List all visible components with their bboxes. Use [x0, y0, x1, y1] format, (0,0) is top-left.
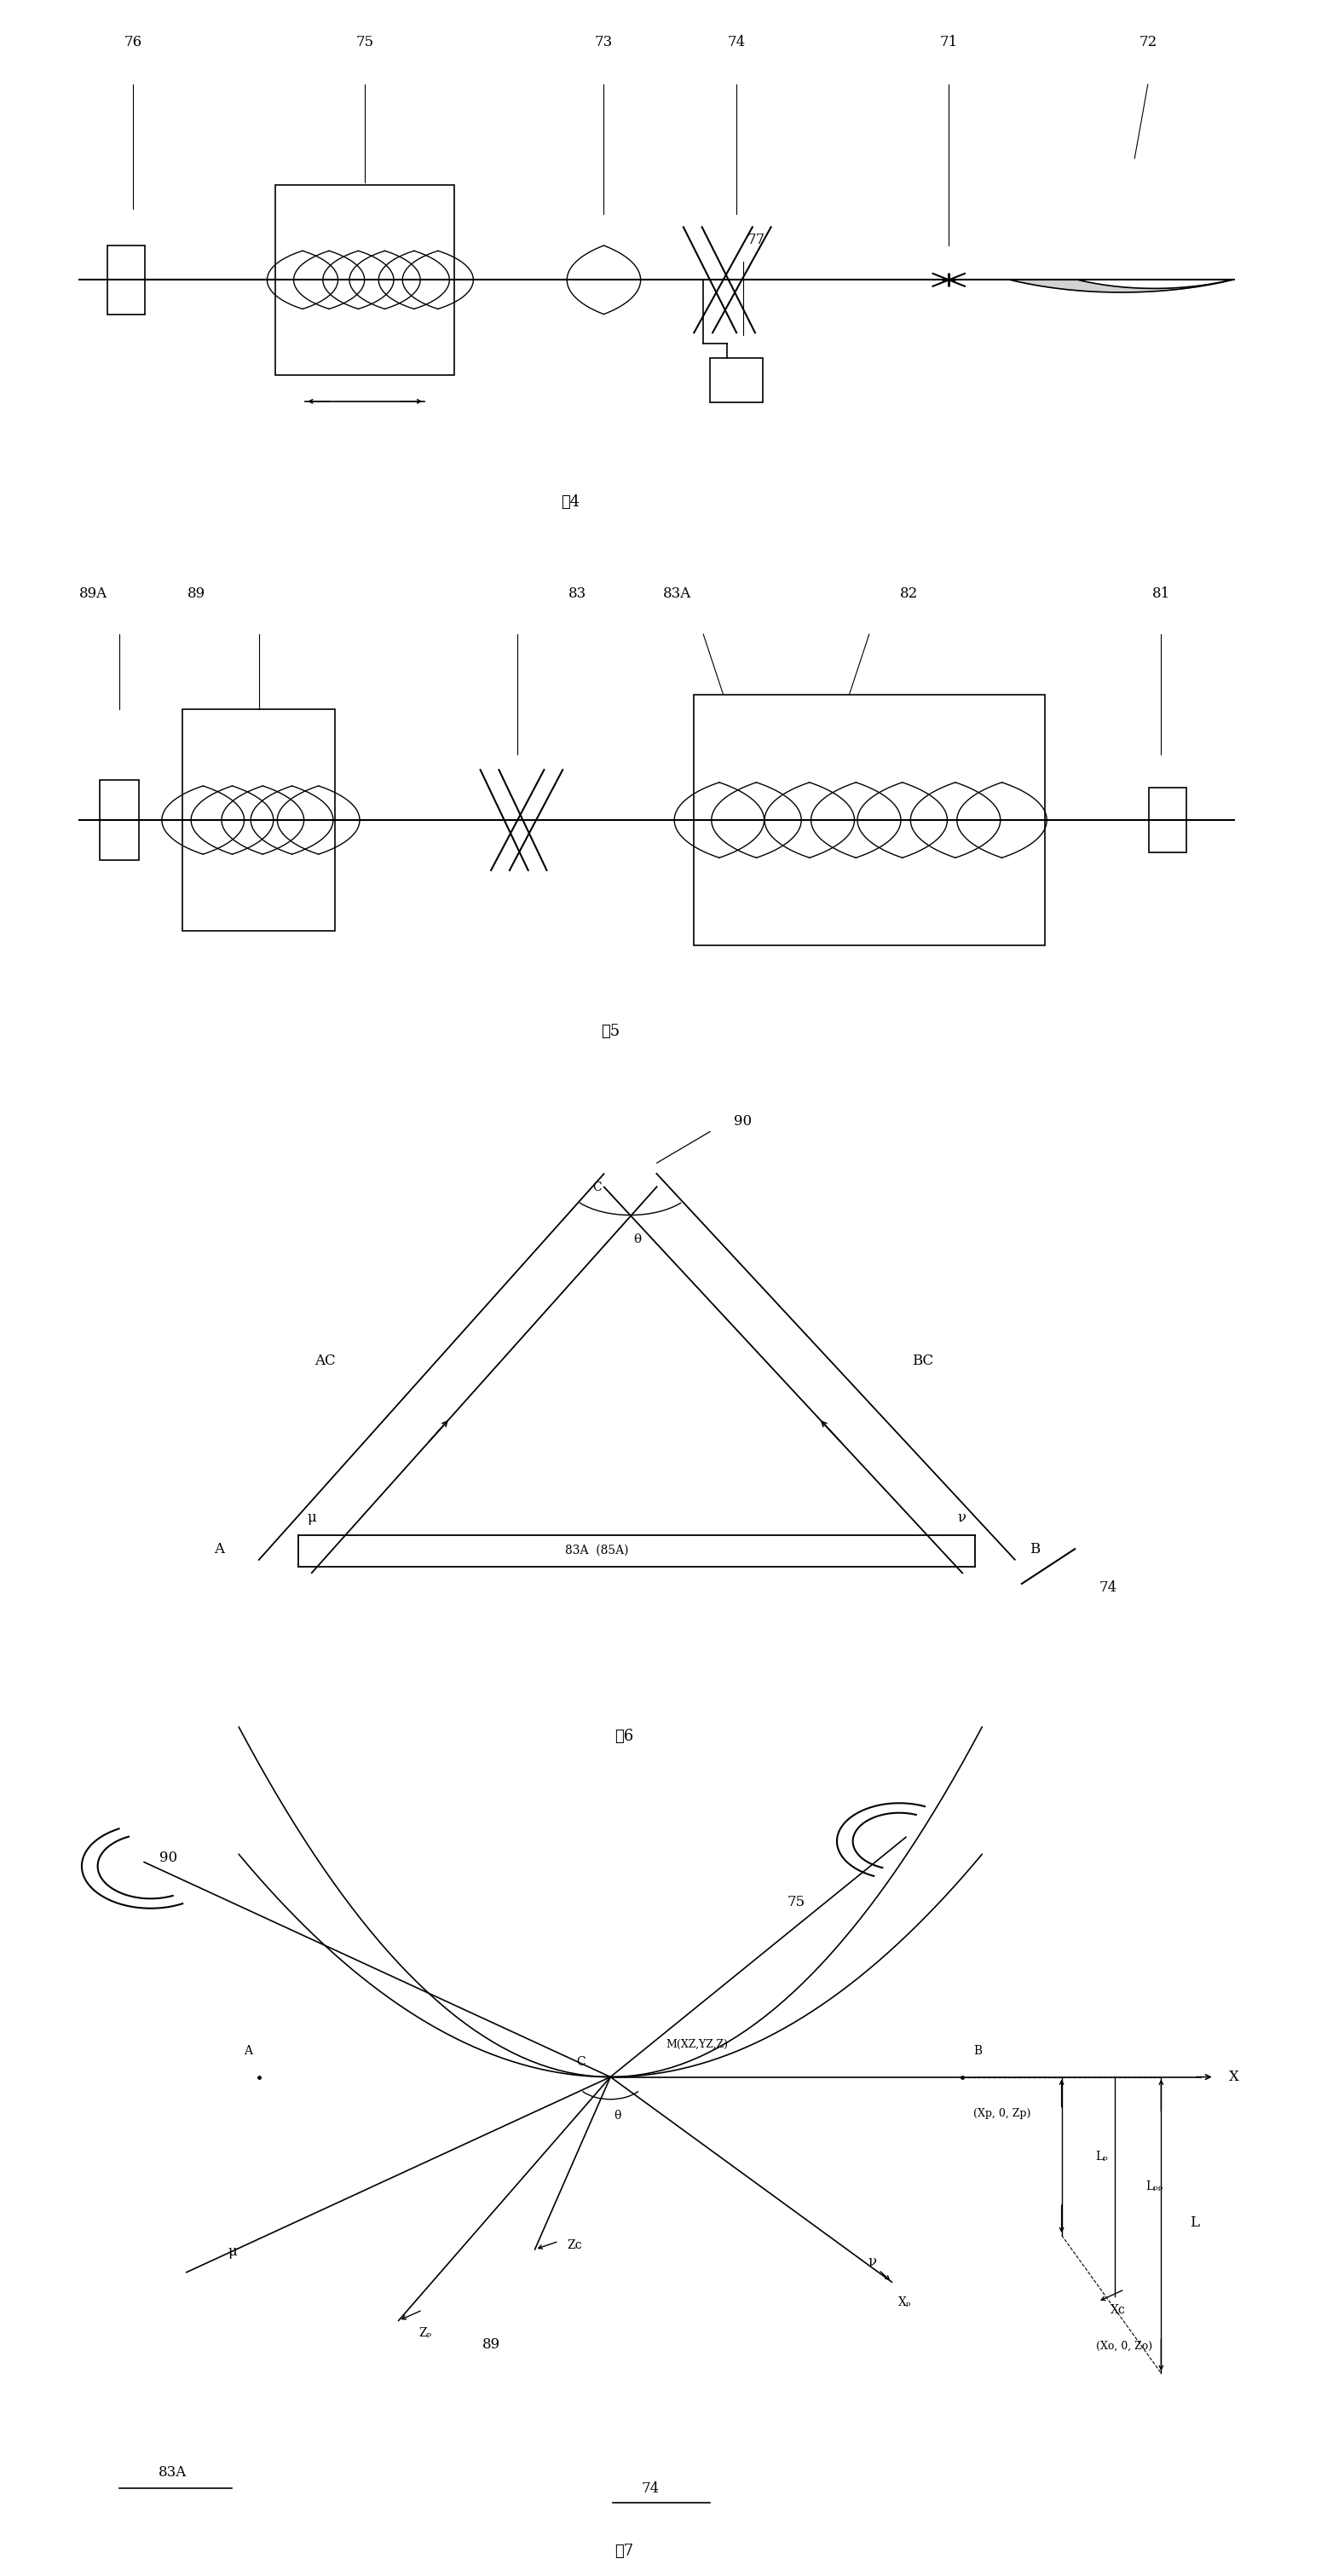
- Bar: [182, 708, 334, 930]
- Text: (Xo, 0, Zo): (Xo, 0, Zo): [1096, 2342, 1153, 2352]
- Text: B: B: [1030, 1540, 1040, 1556]
- Text: 75: 75: [356, 36, 374, 49]
- Bar: [100, 781, 139, 860]
- Text: μ: μ: [308, 1510, 316, 1525]
- Text: L: L: [1189, 2215, 1200, 2231]
- Text: 图7: 图7: [614, 2545, 633, 2561]
- Text: A: A: [214, 1540, 224, 1556]
- Text: BC: BC: [912, 1355, 933, 1368]
- Text: Zᴄ: Zᴄ: [567, 2239, 583, 2251]
- Bar: [1149, 788, 1186, 853]
- Text: 89A: 89A: [78, 587, 107, 600]
- Text: C: C: [593, 1182, 601, 1193]
- Text: 81: 81: [1152, 587, 1170, 600]
- Text: Lₚₚ: Lₚₚ: [1145, 2179, 1164, 2192]
- Text: ν: ν: [868, 2254, 876, 2269]
- Text: 83: 83: [568, 587, 587, 600]
- Text: AC: AC: [314, 1355, 336, 1368]
- Text: B: B: [974, 2045, 982, 2058]
- Text: θ: θ: [633, 1234, 641, 1244]
- Text: 74: 74: [1099, 1579, 1117, 1595]
- Text: 74: 74: [727, 36, 746, 49]
- Text: 75: 75: [787, 1896, 805, 1909]
- Text: M(XZ,YZ,Z): M(XZ,YZ,Z): [666, 2040, 727, 2050]
- Text: 72: 72: [1139, 36, 1157, 49]
- Text: 89: 89: [482, 2336, 500, 2352]
- Text: 82: 82: [900, 587, 918, 600]
- Text: 76: 76: [123, 36, 142, 49]
- Text: 90: 90: [159, 1850, 178, 1865]
- Polygon shape: [1010, 281, 1233, 291]
- Text: 74: 74: [641, 2481, 660, 2496]
- Text: Lₚ: Lₚ: [1095, 2151, 1108, 2161]
- Bar: [693, 696, 1044, 945]
- Text: θ: θ: [613, 2110, 621, 2123]
- Text: 77: 77: [747, 232, 766, 247]
- Text: 83A  (85A): 83A (85A): [565, 1546, 629, 1556]
- Text: 71: 71: [940, 36, 958, 49]
- Text: X: X: [1229, 2069, 1239, 2084]
- Text: 83A: 83A: [662, 587, 691, 600]
- Text: 73: 73: [594, 36, 613, 49]
- Text: C: C: [577, 2056, 585, 2069]
- Text: 83A: 83A: [158, 2465, 187, 2478]
- Text: (Xp, 0, Zp): (Xp, 0, Zp): [973, 2107, 1031, 2120]
- Text: 图6: 图6: [614, 1728, 633, 1744]
- Bar: [107, 245, 145, 314]
- Text: 图4: 图4: [561, 495, 580, 510]
- Bar: [710, 358, 763, 402]
- Bar: [276, 185, 454, 376]
- Text: Xₚ: Xₚ: [898, 2295, 912, 2308]
- Text: Zₚ: Zₚ: [419, 2326, 431, 2339]
- Text: ν: ν: [958, 1510, 966, 1525]
- Text: A: A: [244, 2045, 252, 2058]
- Text: 图5: 图5: [601, 1023, 620, 1038]
- Text: 89: 89: [187, 587, 206, 600]
- Text: 90: 90: [734, 1113, 752, 1128]
- Text: Xᴄ: Xᴄ: [1111, 2303, 1125, 2316]
- Text: μ: μ: [228, 2244, 238, 2259]
